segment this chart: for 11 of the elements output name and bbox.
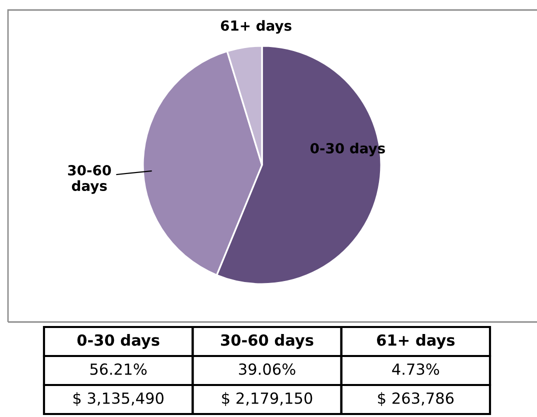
text: 56.21% (90, 363, 147, 375)
text: 39.06% (239, 363, 296, 375)
category-label: 0-30 days (77, 334, 160, 349)
slice-label: 30-60 days (68, 164, 111, 194)
text: 4.73% (392, 363, 440, 375)
category-label: 30-60 days (221, 334, 314, 349)
text: $ 2,179,150 (222, 392, 312, 406)
text: $ 3,135,490 (73, 392, 164, 406)
category-label: 61+ days (377, 334, 455, 349)
slice-label: 61+ days (220, 20, 292, 34)
text: $ 263,786 (378, 392, 454, 406)
